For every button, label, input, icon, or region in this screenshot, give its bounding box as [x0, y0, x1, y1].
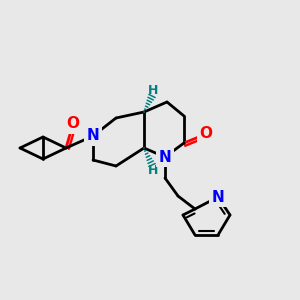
Text: O: O — [200, 127, 212, 142]
Text: N: N — [159, 149, 171, 164]
Text: H: H — [148, 164, 158, 178]
Text: N: N — [87, 128, 99, 143]
Text: H: H — [148, 83, 158, 97]
Text: O: O — [67, 116, 80, 131]
Text: N: N — [212, 190, 224, 205]
